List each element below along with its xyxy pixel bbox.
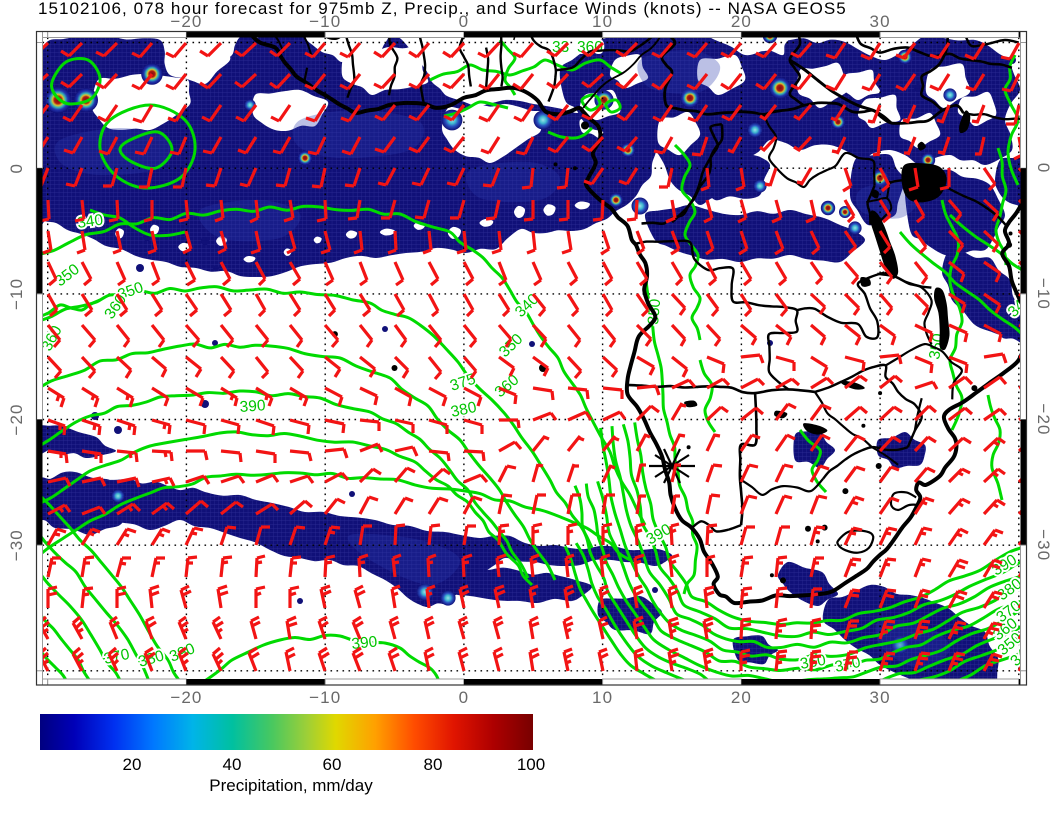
svg-text:−20: −20 bbox=[170, 12, 202, 31]
svg-text:380: 380 bbox=[449, 399, 478, 421]
svg-text:−10: −10 bbox=[309, 688, 341, 707]
svg-text:10: 10 bbox=[592, 12, 613, 31]
svg-text:−20: −20 bbox=[170, 688, 202, 707]
svg-text:390: 390 bbox=[351, 633, 379, 653]
svg-text:−10: −10 bbox=[1034, 278, 1053, 310]
svg-text:−30: −30 bbox=[7, 529, 26, 561]
svg-text:−10: −10 bbox=[7, 278, 26, 310]
svg-text:390: 390 bbox=[239, 397, 266, 416]
svg-text:80: 80 bbox=[424, 755, 443, 774]
svg-text:−10: −10 bbox=[309, 12, 341, 31]
svg-text:30: 30 bbox=[870, 688, 891, 707]
svg-text:−20: −20 bbox=[1034, 403, 1053, 435]
svg-text:15102106, 078 hour forecast fo: 15102106, 078 hour forecast for 975mb Z,… bbox=[38, 0, 847, 18]
svg-text:0: 0 bbox=[1034, 163, 1053, 174]
svg-text:20: 20 bbox=[123, 755, 142, 774]
svg-text:60: 60 bbox=[323, 755, 342, 774]
svg-text:340: 340 bbox=[76, 211, 104, 231]
svg-text:−20: −20 bbox=[7, 403, 26, 435]
svg-text:390: 390 bbox=[239, 397, 266, 416]
svg-text:0: 0 bbox=[7, 163, 26, 174]
svg-text:380: 380 bbox=[136, 647, 166, 671]
svg-text:20: 20 bbox=[731, 12, 752, 31]
svg-text:33: 33 bbox=[552, 39, 569, 56]
svg-text:−30: −30 bbox=[1034, 529, 1053, 561]
svg-text:30: 30 bbox=[870, 12, 891, 31]
svg-text:0: 0 bbox=[459, 12, 470, 31]
svg-text:40: 40 bbox=[223, 755, 242, 774]
svg-text:100: 100 bbox=[517, 755, 545, 774]
svg-text:Precipitation, mm/day: Precipitation, mm/day bbox=[209, 776, 373, 795]
svg-text:33: 33 bbox=[552, 39, 569, 56]
svg-text:0: 0 bbox=[459, 688, 470, 707]
svg-text:20: 20 bbox=[731, 688, 752, 707]
svg-text:10: 10 bbox=[592, 688, 613, 707]
svg-text:370: 370 bbox=[102, 646, 131, 668]
